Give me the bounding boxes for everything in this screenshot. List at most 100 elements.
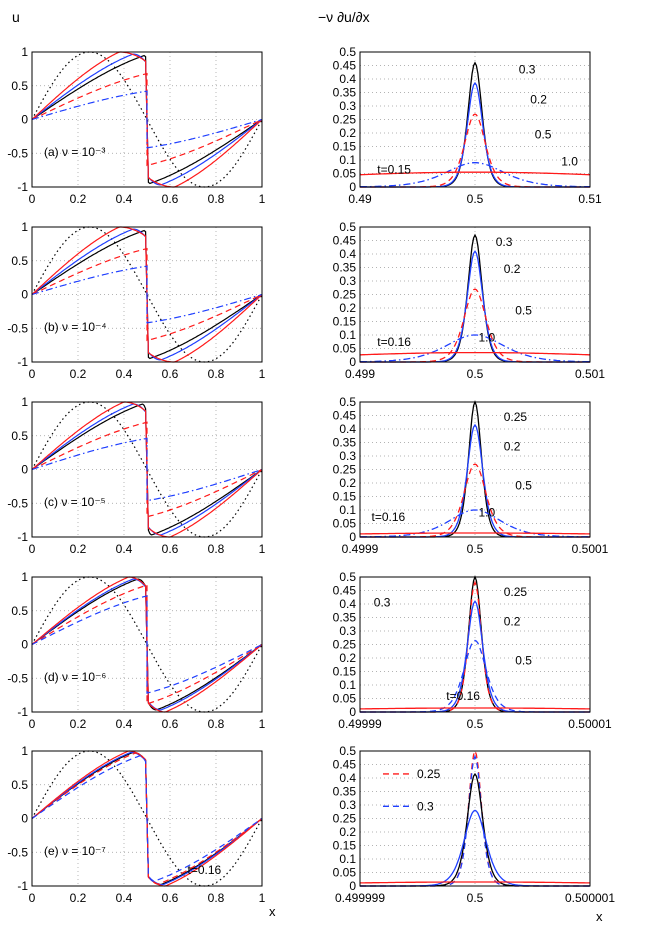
- y-tick-label: 0.5: [339, 45, 356, 59]
- series-line-initial: [31, 576, 263, 713]
- y-tick-label: 0.1: [339, 153, 356, 167]
- y-tick-label: 0.4: [339, 247, 356, 261]
- y-tick-label: 0.05: [333, 342, 357, 356]
- y-tick-label: 0.05: [333, 517, 357, 531]
- series-line-initial: [31, 401, 263, 538]
- y-tick-label: 0.5: [339, 570, 356, 584]
- curve-label: 0.5: [515, 654, 532, 668]
- curve-label: 1.0: [561, 154, 578, 168]
- curve-label: 0.25: [504, 410, 528, 424]
- y-tick-label: 0.4: [339, 422, 356, 436]
- x-tick-label: 0.4: [116, 192, 133, 206]
- y-tick-label: 0.2: [339, 825, 356, 839]
- x-tick-label: 0: [29, 717, 36, 731]
- y-tick-label: 0.45: [333, 234, 357, 248]
- y-tick-label: 0: [349, 530, 356, 544]
- y-tick-label: 0.05: [333, 692, 357, 706]
- y-tick-label: 0.5: [339, 395, 356, 409]
- series-line-0.18: [360, 809, 590, 887]
- y-tick-label: 0.3: [339, 798, 356, 812]
- x-tick-label: 0.49: [348, 192, 372, 206]
- x-tick-label: 0.4: [116, 542, 133, 556]
- panel-annotation: (a) ν = 10⁻³: [44, 145, 105, 159]
- y-tick-label: 0.3: [339, 274, 356, 288]
- y-tick-label: 0.05: [333, 866, 357, 880]
- y-tick-label: -1: [17, 530, 28, 544]
- x-tick-label: 0.6: [162, 717, 179, 731]
- series-line-t=1.0: [31, 265, 263, 324]
- y-tick-label: 1: [21, 45, 28, 59]
- series-line-1.0: [360, 509, 590, 538]
- series-line-t=0.16: [360, 351, 590, 356]
- axes-frame: [359, 401, 591, 538]
- panel-d-left: 0 0.2 0.4 0.6 0.8 1 -1 -0.5 0 0.5 1 (d) ν = 10⁻⁶: [7, 570, 265, 731]
- y-tick-label: -1: [17, 705, 28, 719]
- x-tick-label: 1: [259, 717, 266, 731]
- x-tick-label: 1: [259, 891, 266, 905]
- y-tick-label: -0.5: [7, 496, 28, 510]
- x-tick-label: 0.6: [162, 542, 179, 556]
- right-column-ylabel: −ν ∂u/∂x: [318, 9, 370, 25]
- y-tick-label: 0.35: [333, 261, 357, 275]
- panel-d-right: 0.49999 0.5 0.5000100.050.10.150.20.250.30…: [333, 570, 612, 731]
- series-line-0.3: [360, 754, 590, 887]
- y-tick-label: -0.5: [7, 845, 28, 859]
- curve-label: 0.5: [515, 479, 532, 493]
- curve-label: 1.0: [478, 331, 495, 345]
- x-tick-label: 0.8: [208, 891, 225, 905]
- y-tick-label: 0.45: [333, 758, 357, 772]
- y-tick-label: 0.15: [333, 839, 357, 853]
- y-tick-label: 0.4: [339, 597, 356, 611]
- panel-annotation: (e) ν = 10⁻⁷: [44, 844, 106, 858]
- x-tick-label: 0.4: [116, 717, 133, 731]
- x-tick-label: 0.5001: [572, 542, 609, 556]
- y-tick-label: -1: [17, 180, 28, 194]
- series-line-t=1.0: [31, 90, 263, 149]
- y-tick-label: 0.4: [339, 771, 356, 785]
- panel-a-right: 0.49 0.5 0.5100.050.10.150.20.250.30.350.4…: [333, 45, 602, 206]
- y-tick-label: 0.05: [333, 167, 357, 181]
- curve-label: 1.0: [478, 506, 495, 520]
- curve-label: t=0.16: [188, 863, 222, 877]
- axes-frame: [31, 51, 263, 188]
- y-tick-label: 0: [21, 113, 28, 127]
- y-tick-label: 0: [21, 288, 28, 302]
- curve-label: 0.25: [504, 585, 528, 599]
- x-tick-label: 0.5: [467, 891, 484, 905]
- x-tick-label: 0.2: [70, 367, 87, 381]
- series-line-t=0.3: [31, 755, 263, 882]
- y-tick-label: 0: [21, 463, 28, 477]
- series-line-initial: [31, 750, 263, 887]
- x-tick-label: 0.501: [575, 367, 605, 381]
- x-tick-label: 0.49999: [338, 717, 382, 731]
- curve-label: 0.2: [504, 615, 521, 629]
- y-tick-label: 0.35: [333, 436, 357, 450]
- x-tick-label: 0: [29, 542, 36, 556]
- y-tick-label: 0.2: [339, 301, 356, 315]
- series-line-t=0.16: [360, 707, 590, 710]
- axes-frame: [359, 576, 591, 713]
- y-tick-label: 0.15: [333, 140, 357, 154]
- y-tick-label: 0.5: [11, 429, 28, 443]
- x-tick-label: 0.4999: [342, 542, 379, 556]
- x-tick-label: 0.8: [208, 542, 225, 556]
- axes-frame: [31, 750, 263, 887]
- curve-label: 0.2: [530, 92, 547, 106]
- x-tick-label: 0.51: [578, 192, 602, 206]
- y-tick-label: 1: [21, 395, 28, 409]
- y-tick-label: 0.3: [339, 449, 356, 463]
- x-tick-label: 0.8: [208, 367, 225, 381]
- x-tick-label: 0.5: [467, 367, 484, 381]
- series-line-0.5: [360, 113, 590, 188]
- x-tick-label: 0: [29, 891, 36, 905]
- y-tick-label: 0.1: [339, 328, 356, 342]
- y-tick-label: 0: [349, 879, 356, 893]
- series-line-t=0.5: [31, 247, 263, 342]
- y-tick-label: 0.2: [339, 651, 356, 665]
- series-line-0.20: [360, 772, 590, 887]
- axes-frame: [31, 576, 263, 713]
- y-tick-label: 0.45: [333, 409, 357, 423]
- y-tick-label: 0.3: [339, 624, 356, 638]
- x-tick-label: 0: [29, 192, 36, 206]
